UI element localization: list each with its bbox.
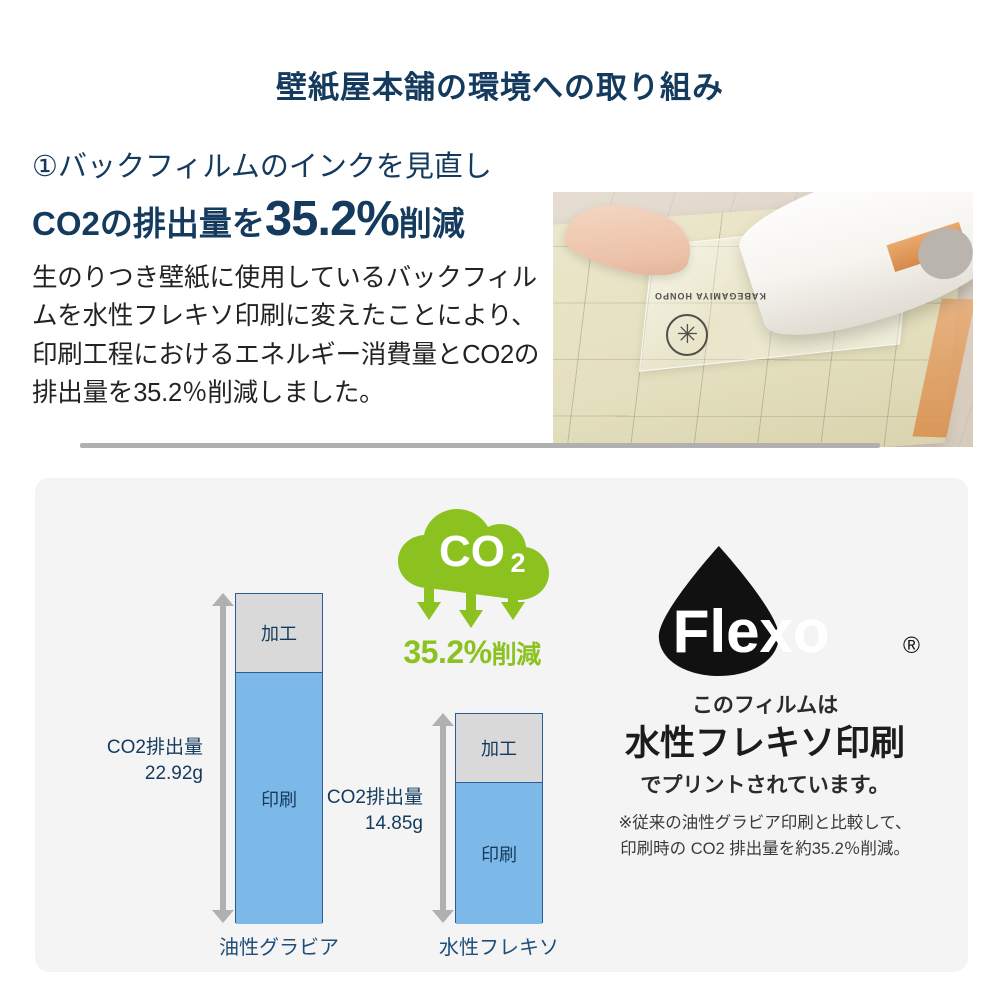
chart-baseline-axis xyxy=(80,443,880,448)
svg-text:2: 2 xyxy=(510,548,525,578)
svg-text:CO: CO xyxy=(439,527,505,576)
registered-trademark-icon: ® xyxy=(903,632,920,658)
bar-water-flexo: 加工 印刷 xyxy=(455,713,543,924)
flexo-main-heading: 水性フレキソ印刷 xyxy=(624,724,905,763)
bar-segment-processing: 加工 xyxy=(236,594,322,673)
arrow-shaft xyxy=(440,723,446,913)
bar-segment-printing: 印刷 xyxy=(236,673,322,924)
page-title: 壁紙屋本舗の環境への取り組み xyxy=(276,70,724,105)
emission-label-oil-gravure: CO2排出量 22.92g xyxy=(58,735,203,786)
flexo-footnote-line2: 印刷時の CO2 排出量を約35.2％削減。 xyxy=(620,839,910,858)
measure-arrow-oil-gravure xyxy=(212,593,234,923)
intro-heading-line2: CO2の排出量を35.2%削減 xyxy=(32,191,552,247)
wallpaper-film-photo: KABEGAMIYA HONPO xyxy=(553,192,973,447)
flexo-footnote-line1: ※従来の油性グラビア印刷と比較して、 xyxy=(618,814,912,832)
arrow-head-up-icon xyxy=(212,593,234,606)
emission-label-title: CO2排出量 xyxy=(326,787,423,808)
photo-snowflake-icon xyxy=(666,314,709,357)
flexo-subtitle-bottom: でプリントされています。 xyxy=(640,774,890,797)
co2-reduction-badge: CO 2 35.2%削減 xyxy=(372,500,572,671)
bar-oil-gravure: 加工 印刷 xyxy=(235,593,323,924)
emission-label-value: 14.85g xyxy=(364,812,423,834)
photo-brand-text: KABEGAMIYA HONPO xyxy=(653,291,766,302)
intro-block: ①バックフィルムのインクを見直し CO2の排出量を35.2%削減 生のりつき壁紙… xyxy=(32,150,552,412)
intro-line2-percent: 35.2% xyxy=(264,191,400,246)
measure-arrow-water-flexo xyxy=(432,713,454,923)
intro-line2-prefix: CO2の排出量を xyxy=(32,204,265,242)
category-label-oil-gravure: 油性グラビア xyxy=(219,937,339,959)
arrow-head-down-icon xyxy=(212,910,234,923)
intro-heading-line1: ①バックフィルムのインクを見直し xyxy=(32,151,492,183)
ink-droplet-icon: Flexo Flexo xyxy=(658,546,830,676)
arrow-head-up-icon xyxy=(432,713,454,726)
intro-line2-suffix: 削減 xyxy=(398,204,465,242)
flexo-info-block: Flexo Flexo ® このフィルムは 水性フレキソ印刷 でプリントされてい… xyxy=(600,540,930,862)
co2-reduction-value: 35.2% xyxy=(403,634,492,670)
co2-reduction-text: 35.2%削減 xyxy=(372,634,572,671)
emission-label-value: 22.92g xyxy=(144,762,203,784)
emission-label-title: CO2排出量 xyxy=(106,737,203,758)
emission-label-water-flexo: CO2排出量 14.85g xyxy=(278,785,423,836)
arrow-head-down-icon xyxy=(432,910,454,923)
intro-body-paragraph: 生のりつき壁紙に使用しているバックフィルムを水性フレキソ印刷に変えたことにより、… xyxy=(32,264,540,407)
co2-reduction-suffix: 削減 xyxy=(491,641,542,669)
bar-segment-processing: 加工 xyxy=(456,714,542,783)
flexo-logo-text-white: Flexo xyxy=(673,598,830,665)
arrow-shaft xyxy=(220,603,226,913)
category-label-water-flexo: 水性フレキソ xyxy=(439,937,559,959)
co2-cloud-icon: CO 2 xyxy=(398,509,549,628)
flexo-logo: Flexo Flexo ® xyxy=(600,540,930,685)
flexo-footnote: ※従来の油性グラビア印刷と比較して、 印刷時の CO2 排出量を約35.2％削減… xyxy=(600,811,930,862)
flexo-subtitle-top: このフィルムは xyxy=(691,694,839,717)
svg-text:Flexo: Flexo xyxy=(673,598,830,665)
bar-segment-printing: 印刷 xyxy=(456,783,542,924)
